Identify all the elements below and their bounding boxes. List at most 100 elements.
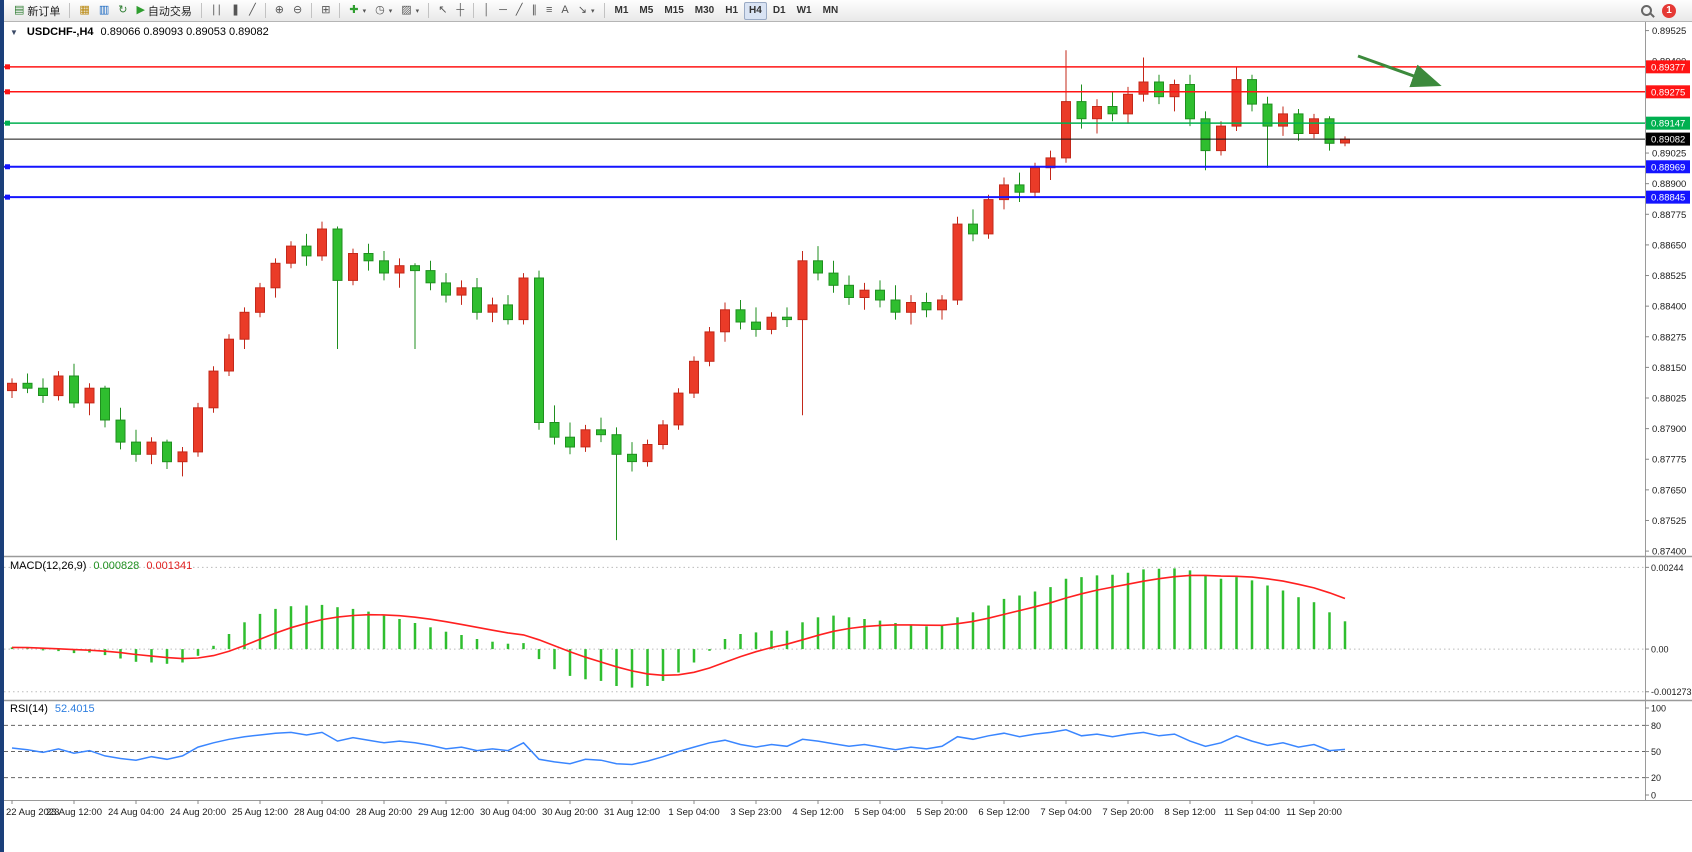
candle — [1154, 81, 1164, 98]
timeframe-m30-button[interactable]: M30 — [690, 2, 719, 20]
line-anchor-handle[interactable] — [5, 64, 10, 70]
fibonacci-button[interactable]: ≡ — [542, 2, 556, 20]
candle — [797, 260, 808, 321]
timeframe-h4-button[interactable]: H4 — [744, 1, 767, 20]
line-chart-icon: ╱ — [249, 4, 256, 16]
horizontal-line-button[interactable]: ─ — [495, 2, 511, 20]
refresh-button[interactable]: ↻ — [114, 2, 131, 20]
time-tick-label: 6 Sep 12:00 — [978, 807, 1029, 818]
time-tick-label: 7 Sep 04:00 — [1040, 807, 1091, 818]
zoom-out-button[interactable]: ⊖ — [289, 2, 306, 20]
vertical-line-button[interactable]: │ — [479, 2, 494, 20]
candle — [1324, 118, 1335, 144]
time-tick-label: 5 Sep 20:00 — [916, 807, 967, 818]
candlestick-chart-button[interactable]: ❚ — [227, 2, 244, 20]
price-tick-label: 0.88775 — [1652, 210, 1686, 221]
candle — [1216, 125, 1226, 152]
price-tick-label: 0.88150 — [1652, 363, 1686, 374]
toolbar-separator — [603, 3, 605, 18]
candle — [549, 422, 560, 438]
search-icon[interactable] — [1641, 5, 1652, 16]
line-chart-button[interactable]: ╱ — [245, 2, 260, 20]
tile-windows-button[interactable]: ⊞ — [317, 2, 334, 20]
time-tick-label: 29 Aug 12:00 — [418, 807, 474, 818]
indicators-button[interactable]: ✚ ▾ — [345, 2, 370, 20]
notification-badge[interactable]: 1 — [1662, 3, 1676, 18]
price-label: 0.88845 — [1646, 190, 1690, 204]
price-axis[interactable]: 0.895250.894000.892750.891500.890250.889… — [1645, 26, 1686, 558]
horizontal-line-icon: ─ — [499, 4, 507, 16]
candle — [1185, 84, 1195, 120]
candle — [782, 316, 792, 321]
time-tick-label: 30 Aug 04:00 — [480, 807, 536, 818]
rsi-line — [11, 729, 1346, 766]
time-tick-label: 4 Sep 12:00 — [792, 807, 843, 818]
zoom-out-icon: ⊖ — [292, 4, 303, 16]
timeframe-h1-button[interactable]: H1 — [720, 2, 743, 20]
price-tick-label: 0.89025 — [1652, 149, 1686, 160]
trendline-button[interactable]: ╱ — [512, 2, 527, 20]
periods-button[interactable]: ◷ ▾ — [371, 2, 396, 20]
main-toolbar: ▤ 新订单 ▦ ▥ ↻ ▶ 自动交易 ∣∣ ❚ ╱ ⊕ ⊖ ⊞ ✚ ▾ ◷ ▾ ▨ ▾ ↖ ┼ │ ─ ╱ ∥ ≡ A ↘ ▾ M1 M5 M… — [0, 0, 1692, 22]
profiles-button[interactable]: ▥ — [95, 2, 113, 20]
candle — [921, 302, 932, 311]
cursor-button[interactable]: ↖ — [434, 2, 451, 20]
candle — [193, 407, 203, 453]
time-tick-label: 28 Aug 04:00 — [294, 807, 350, 818]
text-button[interactable]: A — [557, 2, 572, 20]
time-tick-label: 8 Sep 12:00 — [1164, 807, 1215, 818]
timeframe-d1-button[interactable]: D1 — [768, 2, 791, 20]
window-left-border — [0, 0, 4, 852]
line-anchor-handle[interactable] — [5, 194, 10, 200]
channel-button[interactable]: ∥ — [528, 2, 542, 20]
line-anchor-handle[interactable] — [5, 120, 10, 126]
trend-arrow[interactable] — [1357, 54, 1442, 88]
candle — [859, 289, 870, 299]
arrows-button[interactable]: ↘ ▾ — [574, 2, 599, 20]
toolbar-right-group: 1 — [1641, 3, 1686, 18]
candle — [1092, 106, 1102, 120]
charts-bar-button[interactable]: ▦ — [75, 2, 93, 20]
price-tick-label: 0.87400 — [1652, 547, 1686, 558]
timeframe-mn-button[interactable]: MN — [818, 2, 844, 20]
rsi-tick-label: 50 — [1651, 747, 1661, 757]
candle — [1061, 101, 1071, 159]
candle — [146, 441, 157, 455]
svg-text:0.89377: 0.89377 — [1651, 62, 1685, 73]
candle — [580, 429, 591, 448]
new-order-button[interactable]: ▤ 新订单 — [10, 2, 64, 20]
candle — [689, 360, 699, 394]
candle — [394, 265, 405, 274]
crosshair-button[interactable]: ┼ — [452, 2, 468, 20]
ohlc-values: 0.89066 0.89093 0.89053 0.89082 — [100, 26, 269, 38]
bar-chart-button[interactable]: ∣∣ — [207, 2, 226, 20]
timeframe-w1-button[interactable]: W1 — [792, 2, 817, 20]
candle — [208, 370, 219, 409]
collapse-chart-icon[interactable]: ▼ — [10, 27, 18, 37]
line-anchor-handle[interactable] — [5, 164, 10, 170]
candle — [239, 311, 250, 340]
time-tick-label: 7 Sep 20:00 — [1102, 807, 1153, 818]
line-anchor-handle[interactable] — [5, 89, 10, 95]
rsi-panel: 100 80 50 20 0 — [4, 704, 1666, 801]
zoom-in-button[interactable]: ⊕ — [271, 2, 288, 20]
candle — [456, 287, 467, 296]
candle — [937, 299, 947, 311]
clock-icon: ◷ — [375, 4, 385, 16]
templates-button[interactable]: ▨ ▾ — [397, 2, 423, 20]
zoom-in-icon: ⊕ — [274, 4, 284, 16]
autotrade-play-icon: ▶ — [136, 4, 145, 16]
price-label: 0.88969 — [1646, 160, 1690, 174]
candle — [503, 304, 513, 321]
timeframe-m5-button[interactable]: M5 — [634, 2, 658, 20]
timeframe-m1-button[interactable]: M1 — [610, 2, 634, 20]
autotrading-button[interactable]: ▶ 自动交易 — [132, 2, 195, 20]
candle — [611, 434, 622, 455]
toolbar-separator — [473, 3, 475, 18]
price-label: 0.89147 — [1646, 116, 1690, 130]
timeframe-m15-button[interactable]: M15 — [659, 2, 688, 20]
text-icon: A — [561, 4, 569, 16]
macd-tick-label: 0.00244 — [1651, 563, 1684, 573]
